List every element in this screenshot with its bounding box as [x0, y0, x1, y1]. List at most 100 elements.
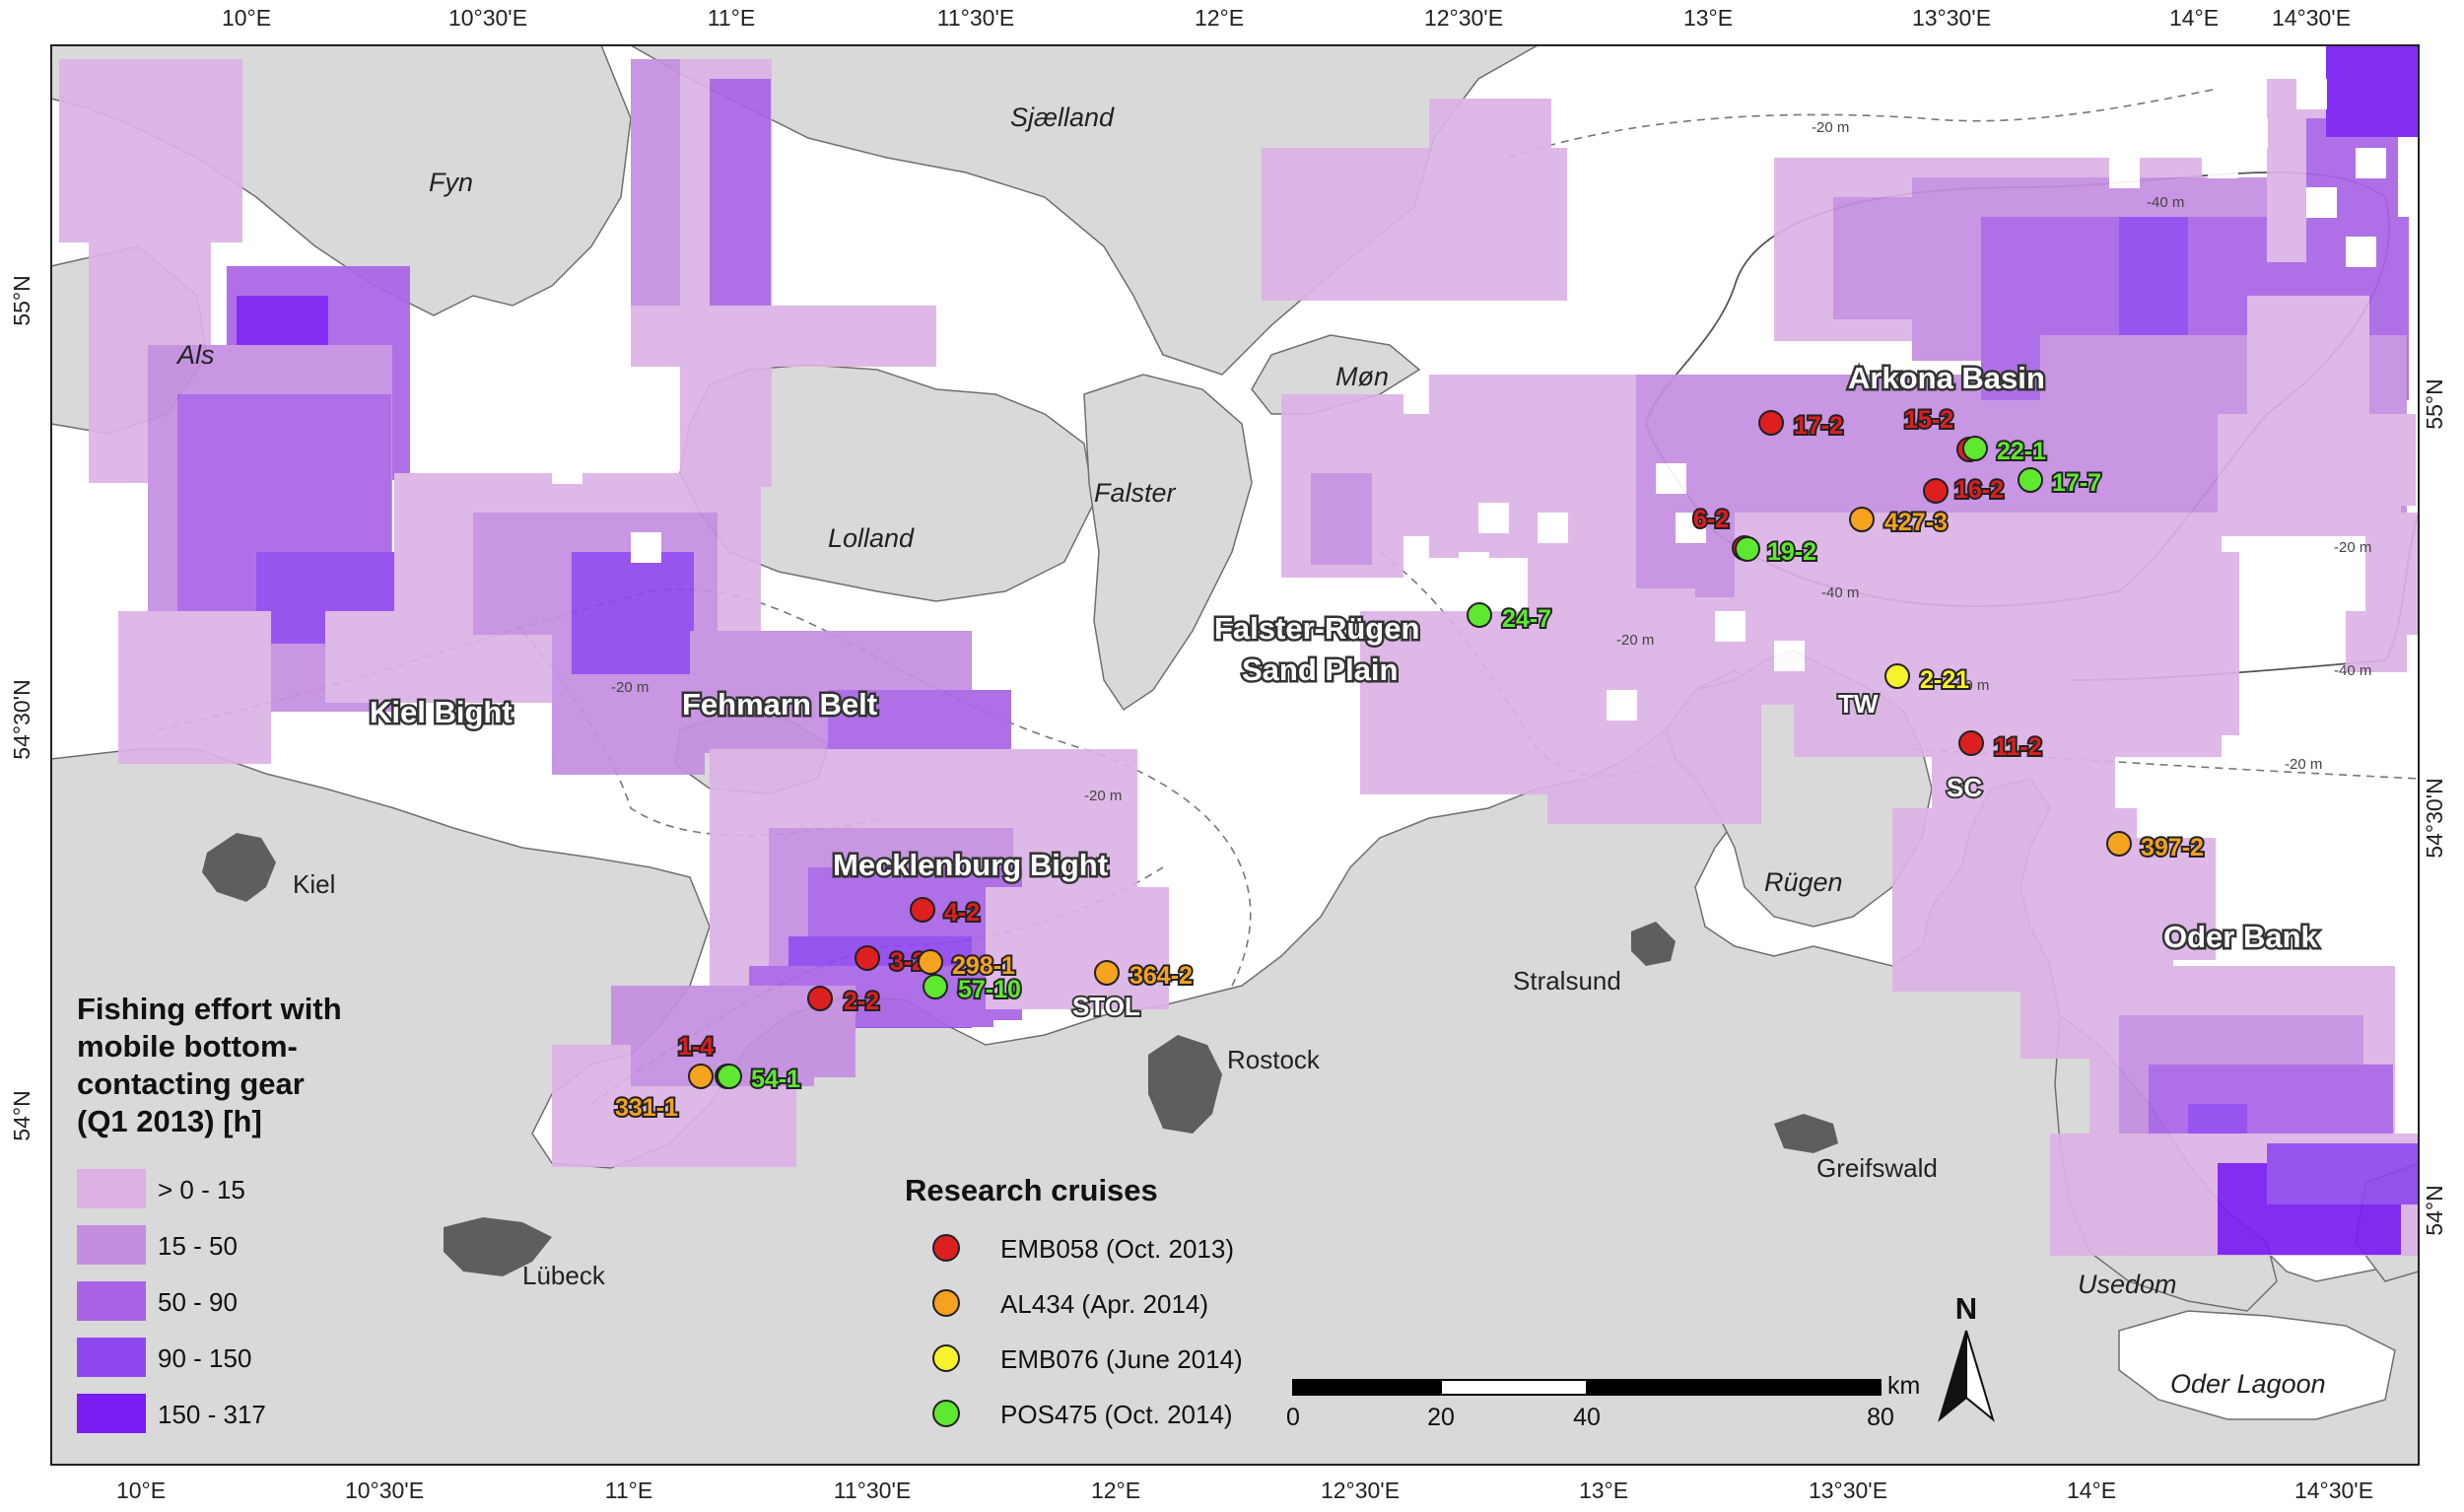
bottom-tick: 14°30'E — [2294, 1478, 2373, 1503]
map-frame — [50, 44, 2420, 1466]
station-label: 2-21 — [1920, 666, 1969, 694]
effort-cell-90 — [1715, 611, 1745, 642]
station-marker[interactable] — [1735, 536, 1760, 562]
city-label-kiel: Kiel — [293, 869, 335, 899]
left-tick: 55°N — [9, 275, 34, 325]
cruise-marker-emb076 — [932, 1344, 960, 1372]
effort-cell-78 — [2296, 79, 2327, 109]
station-marker[interactable] — [923, 974, 948, 999]
right-lat-ticks: 55°N 54°30'N 54°N — [2422, 378, 2447, 1235]
cruise-legend-label: POS475 (Oct. 2014) — [1000, 1400, 1233, 1429]
station-marker[interactable] — [1962, 436, 1988, 461]
top-tick: 12°30'E — [1424, 5, 1503, 31]
station-marker[interactable] — [1094, 960, 1120, 986]
city-label-greifswald: Greifswald — [1816, 1153, 1938, 1183]
region-label-fehmarn-belt: Fehmarn Belt — [682, 687, 877, 722]
region-label-sand-plain: Sand Plain — [1242, 653, 1398, 687]
city-kiel-shape — [202, 833, 276, 902]
region-label-arkona-basin: Arkona Basin — [1848, 361, 2045, 395]
effort-cell-83 — [1607, 690, 1637, 721]
depth-label: -40 m — [2334, 662, 2371, 679]
station-marker[interactable] — [910, 897, 935, 923]
bottom-tick: 10°30'E — [345, 1478, 424, 1503]
station-marker[interactable] — [2106, 831, 2132, 857]
station-marker[interactable] — [1923, 478, 1949, 504]
station-marker[interactable] — [2018, 467, 2043, 493]
left-lat-ticks: 55°N 54°30'N 54°N — [9, 275, 34, 1140]
station-label: 4-2 — [944, 899, 980, 927]
effort-legend-title-line: (Q1 2013) [h] — [77, 1104, 262, 1138]
effort-cell-91 — [1774, 641, 1805, 671]
station-label: 54-1 — [751, 1065, 800, 1093]
land-layer — [50, 44, 2420, 1466]
station-label: 364-2 — [1129, 962, 1193, 990]
effort-legend-label: 15 - 50 — [158, 1231, 238, 1261]
bottom-tick: 12°E — [1091, 1478, 1140, 1503]
station-marker[interactable] — [918, 949, 943, 975]
station-marker[interactable] — [1849, 507, 1875, 532]
effort-legend-label: 50 - 90 — [158, 1287, 238, 1317]
left-tick: 54°N — [9, 1090, 34, 1140]
oder-lagoon-water — [2118, 1310, 2396, 1420]
station-label: 6-2 — [1693, 506, 1729, 533]
effort-cell-66 — [2267, 1143, 2419, 1204]
right-tick: 55°N — [2422, 378, 2447, 429]
station-marker[interactable] — [855, 945, 880, 971]
bottom-tick: 12°30'E — [1321, 1478, 1400, 1503]
cruise-legend-label: EMB076 (June 2014) — [1000, 1344, 1243, 1374]
city-label-luebeck: Lübeck — [522, 1261, 606, 1290]
scale-bar: km 0 20 40 80 — [1286, 1372, 1920, 1431]
cruise-legend-label: EMB058 (Oct. 2013) — [1000, 1234, 1234, 1264]
depth-label: -20 m — [1616, 632, 1654, 649]
station-marker[interactable] — [717, 1064, 742, 1089]
station-marker[interactable] — [1758, 410, 1784, 436]
effort-cell-87 — [473, 394, 504, 425]
effort-cell-75 — [2168, 118, 2199, 149]
station-label: 15-2 — [1904, 406, 1953, 434]
scale-bar-seg-0 — [1292, 1379, 1442, 1396]
depth-label: -40 m — [1821, 584, 1859, 601]
fishing-effort-grid — [59, 45, 2419, 1256]
land-label-sjaelland: Sjælland — [1010, 103, 1115, 132]
effort-cell-16 — [710, 79, 771, 323]
depth-label: -20 m — [1812, 119, 1849, 136]
effort-cell-69 — [2326, 45, 2419, 137]
scale-bar-seg-1 — [1440, 1379, 1588, 1396]
effort-cell-36 — [1429, 99, 1551, 221]
effort-cell-94 — [2346, 237, 2376, 267]
depth-label: -20 m — [2285, 756, 2322, 773]
land-label-moen: Møn — [1335, 362, 1389, 391]
land-label-als: Als — [175, 340, 215, 370]
station-marker[interactable] — [1958, 730, 1984, 756]
region-label-kiel-bight: Kiel Bight — [370, 695, 513, 729]
station-marker[interactable] — [1467, 602, 1492, 628]
effort-swatch-4 — [77, 1394, 146, 1433]
station-marker[interactable] — [807, 986, 833, 1011]
effort-legend-label: > 0 - 15 — [158, 1175, 245, 1204]
city-rostock-shape — [1148, 1035, 1222, 1134]
city-label-stralsund: Stralsund — [1513, 966, 1621, 996]
effort-legend: Fishing effort with mobile bottom- conta… — [77, 992, 342, 1433]
scale-bar-label: 0 — [1286, 1404, 1300, 1431]
north-arrow-right-half — [1965, 1330, 1995, 1422]
station-marker[interactable] — [1884, 663, 1910, 689]
station-label: 19-2 — [1767, 538, 1816, 566]
effort-cell-77 — [2237, 118, 2268, 149]
depth-labels: -20 m -20 m -20 m -20 m -20 m -20 m -40 … — [611, 119, 2371, 804]
top-tick: 13°30'E — [1912, 5, 1991, 31]
effort-cell-81 — [1656, 463, 1686, 494]
effort-swatch-2 — [77, 1281, 146, 1321]
right-tick: 54°N — [2422, 1185, 2447, 1235]
effort-cell-84 — [1478, 503, 1509, 533]
station-marker[interactable] — [688, 1064, 714, 1089]
label-sc: SC — [1947, 773, 1982, 802]
land-label-usedom: Usedom — [2078, 1270, 2177, 1299]
bottom-tick: 13°30'E — [1809, 1478, 1887, 1503]
station-label: 298-1 — [952, 952, 1015, 980]
contour-20m-arkona — [1507, 88, 2219, 159]
bottom-tick: 11°30'E — [834, 1478, 911, 1503]
label-stol: STOL — [1072, 992, 1140, 1021]
city-greifswald-shape — [1774, 1114, 1838, 1153]
station-label: 1-4 — [678, 1033, 714, 1061]
